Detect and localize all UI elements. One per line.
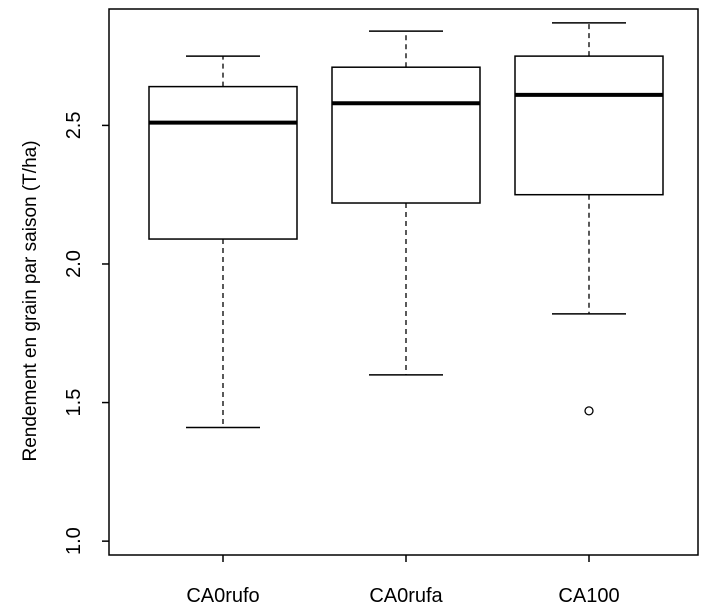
- x-axis: CA0rufo CA0rufa CA100: [186, 555, 620, 607]
- x-tick-label: CA100: [558, 585, 619, 606]
- y-tick-label: 1.5: [63, 389, 85, 417]
- plot-frame: [108, 8, 699, 556]
- y-tick-label: 2.5: [63, 111, 85, 139]
- y-axis-label: Rendement en grain par saison (T/ha): [20, 140, 41, 461]
- x-tick-label: CA0rufa: [369, 585, 443, 606]
- iqr-box: [514, 55, 664, 196]
- box-group-ca100: [514, 22, 664, 416]
- y-tick-label: 2.0: [63, 250, 85, 278]
- iqr-box: [148, 85, 298, 240]
- boxes-layer: [148, 22, 664, 429]
- iqr-box: [331, 66, 481, 204]
- outlier-point: [584, 406, 594, 416]
- x-tick-label: CA0rufo: [186, 585, 259, 606]
- box-group-ca0rufo: [148, 55, 298, 429]
- y-tick-label: 1.0: [63, 527, 85, 555]
- y-axis: 1.0 1.5 2.0 2.5: [63, 111, 109, 555]
- box-group-ca0rufa: [331, 30, 481, 376]
